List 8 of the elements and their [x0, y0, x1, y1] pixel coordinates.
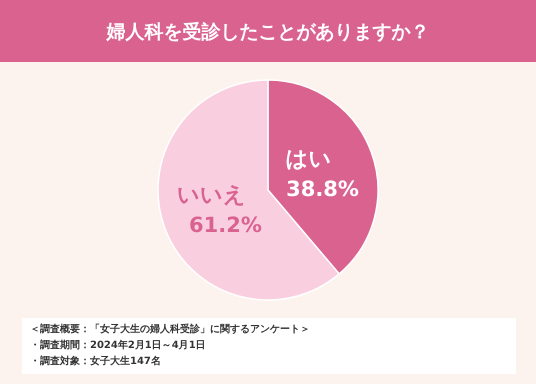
text: ・調査対象：女子大生147名 — [30, 355, 161, 367]
data-label: 38.8% — [286, 177, 359, 202]
chart-title: 婦人科を受診したことがありますか？ — [106, 21, 430, 43]
text: ＜調査概要：「女子大生の婦人科受診」に関するアンケート＞ — [30, 323, 310, 335]
data-label: 61.2% — [189, 212, 262, 237]
slice-label: はい — [286, 147, 332, 172]
slice-label: いいえ — [176, 182, 246, 208]
text: ・調査期間：2024年2月1日～4月1日 — [30, 339, 206, 351]
